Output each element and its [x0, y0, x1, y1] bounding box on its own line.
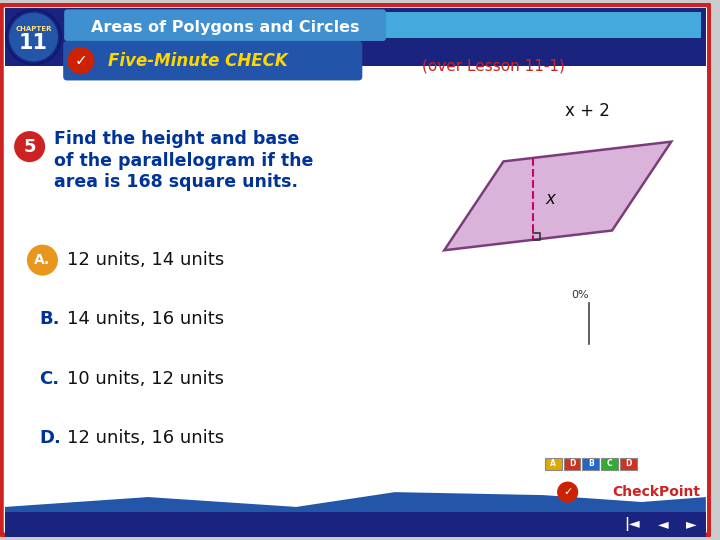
Text: (over Lesson 11-1): (over Lesson 11-1)	[422, 58, 565, 73]
Text: CHAPTER: CHAPTER	[15, 26, 52, 32]
Text: Areas of Polygons and Circles: Areas of Polygons and Circles	[91, 19, 359, 35]
Text: 5: 5	[23, 138, 36, 156]
Text: 12 units, 14 units: 12 units, 14 units	[67, 251, 225, 269]
Text: Find the height and base: Find the height and base	[54, 130, 300, 148]
FancyBboxPatch shape	[5, 9, 706, 66]
FancyBboxPatch shape	[385, 12, 701, 38]
FancyBboxPatch shape	[582, 457, 599, 470]
Text: CheckPoint: CheckPoint	[612, 485, 700, 499]
FancyBboxPatch shape	[63, 41, 362, 80]
FancyBboxPatch shape	[545, 457, 562, 470]
Circle shape	[68, 48, 94, 73]
Text: A.: A.	[35, 253, 50, 267]
Text: |◄: |◄	[624, 517, 639, 531]
Text: ✓: ✓	[563, 487, 572, 497]
Text: 10 units, 12 units: 10 units, 12 units	[67, 369, 224, 388]
Text: Five-Minute CHECK: Five-Minute CHECK	[107, 52, 287, 70]
Text: B.: B.	[40, 310, 60, 328]
Polygon shape	[444, 141, 671, 250]
Text: area is 168 square units.: area is 168 square units.	[54, 173, 298, 191]
Text: 0%: 0%	[572, 289, 589, 300]
Text: ◄: ◄	[658, 517, 669, 531]
Circle shape	[8, 11, 59, 63]
Text: ✓: ✓	[75, 53, 87, 68]
FancyBboxPatch shape	[5, 512, 706, 537]
Text: 12 units, 16 units: 12 units, 16 units	[67, 429, 224, 447]
Circle shape	[15, 132, 45, 161]
Text: D: D	[569, 460, 575, 469]
Circle shape	[27, 245, 58, 275]
Circle shape	[10, 14, 58, 60]
Text: C: C	[607, 460, 613, 469]
Text: A: A	[550, 460, 557, 469]
Text: x + 2: x + 2	[565, 102, 610, 120]
Polygon shape	[5, 492, 706, 531]
Text: C.: C.	[40, 369, 60, 388]
Text: D.: D.	[40, 429, 61, 447]
Circle shape	[6, 9, 61, 65]
Text: B: B	[588, 460, 594, 469]
Text: D: D	[625, 460, 631, 469]
FancyBboxPatch shape	[601, 457, 618, 470]
FancyBboxPatch shape	[64, 9, 386, 41]
Text: ►: ►	[685, 517, 696, 531]
Circle shape	[558, 482, 577, 502]
FancyBboxPatch shape	[620, 457, 636, 470]
Text: of the parallelogram if the: of the parallelogram if the	[54, 152, 314, 170]
FancyBboxPatch shape	[564, 457, 580, 470]
Text: x: x	[545, 190, 555, 208]
FancyBboxPatch shape	[1, 4, 710, 536]
Text: 14 units, 16 units: 14 units, 16 units	[67, 310, 224, 328]
Text: 11: 11	[19, 33, 48, 53]
